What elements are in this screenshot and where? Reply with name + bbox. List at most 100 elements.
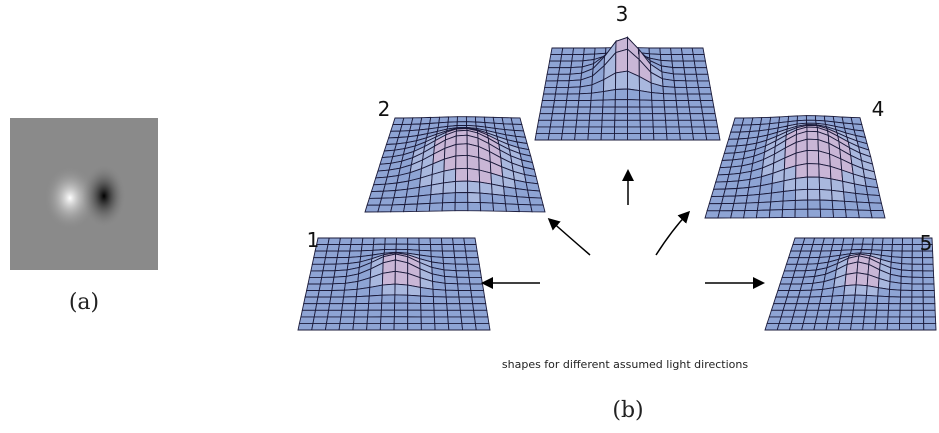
mesh-cell [829, 310, 842, 317]
mesh-cell [802, 323, 816, 330]
surface-label: 3 [616, 2, 629, 26]
mesh-cell [912, 317, 924, 324]
mesh-cell [435, 323, 449, 330]
mesh-cell [923, 277, 934, 284]
mesh-cell [902, 251, 912, 258]
mesh-cell [685, 74, 698, 81]
mesh-cell [308, 277, 322, 284]
mesh-cell [723, 189, 737, 197]
mesh-cell [722, 196, 736, 204]
mesh-cell [628, 120, 641, 127]
mesh-cell [783, 304, 797, 311]
mesh-cell [628, 100, 640, 108]
mesh-cell [331, 290, 345, 297]
mesh-cell [902, 238, 912, 245]
mesh-cell [442, 251, 454, 258]
mesh-cell [876, 317, 889, 324]
mesh-cell [469, 277, 482, 284]
mesh-cell [877, 304, 889, 311]
mesh-cell [796, 164, 808, 179]
mesh-cell [309, 271, 323, 278]
mesh-cell [408, 323, 422, 330]
mesh-cell [421, 310, 435, 317]
mesh-cell [811, 282, 824, 291]
mesh-cell [314, 251, 327, 258]
mesh-cell [807, 164, 819, 178]
mesh-cell [640, 127, 653, 133]
mesh-cell [471, 291, 485, 298]
mesh-cell [845, 201, 859, 210]
mesh-cell [807, 304, 820, 311]
mesh-cell [820, 189, 833, 200]
mesh-cell [820, 296, 833, 304]
mesh-cell [744, 210, 758, 218]
mesh-cell [900, 317, 912, 324]
mesh-cell [845, 273, 857, 286]
surface-label: 1 [307, 228, 320, 252]
mesh-cell [337, 251, 350, 258]
mesh-cell [445, 276, 458, 283]
mesh-cell [853, 303, 865, 310]
mesh-cell [472, 297, 486, 304]
mesh-cell [299, 317, 314, 324]
mesh-cell [820, 209, 833, 217]
mesh-cell [796, 150, 807, 165]
mesh-cell [810, 289, 823, 297]
mesh-cell [572, 55, 584, 62]
mesh-cell [456, 155, 468, 169]
mesh-cell [689, 107, 702, 114]
mesh-cell [705, 211, 720, 218]
mesh-cell [307, 284, 321, 291]
mesh-cell [614, 133, 627, 140]
mesh-cell [796, 177, 808, 190]
mesh-cell [342, 304, 356, 311]
mesh-cell [591, 92, 604, 101]
mesh-cell [316, 304, 330, 311]
mesh-cell [421, 323, 435, 330]
mesh-cell [395, 295, 408, 303]
mesh-cell [431, 245, 443, 252]
mesh-cell [718, 211, 732, 218]
mesh-cell [562, 48, 574, 55]
mesh-cell [628, 89, 640, 100]
mesh-cell [863, 238, 874, 244]
mesh-cell [340, 317, 354, 324]
mesh-cell [791, 317, 805, 324]
mesh-cell [466, 251, 479, 258]
mesh-cell [466, 117, 475, 122]
mesh-cell [394, 317, 408, 324]
mesh-cell [864, 317, 877, 324]
mesh-cell [900, 297, 912, 304]
mesh-cell [561, 133, 575, 140]
mesh-cell [323, 264, 336, 271]
mesh-cell [467, 258, 480, 265]
mesh-cell [559, 68, 571, 75]
surface-label: 5 [920, 231, 933, 255]
mesh-cell [448, 117, 457, 123]
mesh-cell [467, 155, 479, 170]
mesh-cell [867, 286, 879, 296]
mesh-cell [615, 107, 628, 114]
mesh-cell [589, 120, 602, 127]
mesh-cell [707, 204, 722, 211]
mesh-cell [838, 323, 851, 330]
mesh-cell [546, 74, 559, 81]
mesh-cell [470, 284, 484, 291]
mesh-cell [692, 127, 706, 133]
mesh-cell [328, 310, 342, 317]
mesh-cell [883, 238, 893, 245]
mesh-cell [912, 310, 924, 317]
mesh-cell [797, 297, 810, 304]
mesh-cell [457, 277, 470, 284]
mesh-cell [695, 68, 708, 75]
mesh-cell [312, 323, 327, 330]
mesh-cell [757, 202, 770, 211]
mesh-cell [492, 194, 505, 204]
mesh-cell [868, 195, 882, 204]
mesh-cell [441, 238, 453, 245]
mesh-cell [615, 100, 627, 107]
mesh-cell [863, 323, 876, 330]
mesh-cell [676, 94, 689, 101]
mesh-cell [528, 190, 542, 198]
mesh-cell [344, 289, 358, 297]
